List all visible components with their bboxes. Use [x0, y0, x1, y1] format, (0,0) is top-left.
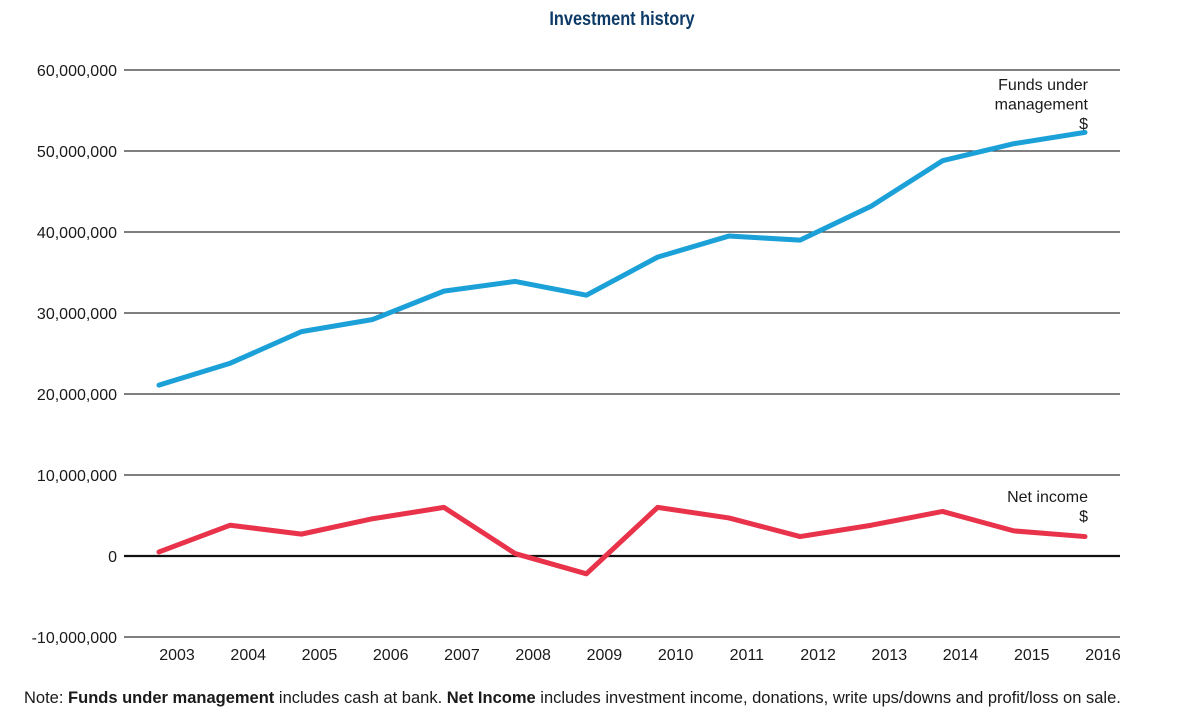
- x-tick-label: 2008: [515, 647, 551, 664]
- series-line-funds-under-management: [156, 129, 1088, 388]
- x-tick-label: 2013: [872, 647, 908, 664]
- gridlines: [124, 69, 1120, 638]
- x-tick-label: 2006: [373, 647, 409, 664]
- y-tick-label: 60,000,000: [37, 63, 117, 80]
- y-tick-label: 20,000,000: [37, 387, 117, 404]
- x-tick-label: 2011: [730, 647, 765, 664]
- x-tick-label: 2010: [658, 647, 694, 664]
- x-tick-label: 2004: [230, 647, 266, 664]
- footnote-prefix: Note:: [24, 689, 69, 707]
- y-tick-label: 10,000,000: [37, 468, 117, 485]
- y-tick-label: 30,000,000: [37, 306, 117, 323]
- x-tick-label: 2009: [587, 647, 623, 664]
- x-tick-label: 2014: [943, 647, 979, 664]
- x-tick-label: 2015: [1014, 647, 1050, 664]
- x-axis-labels: 2003 2004 2005 2006 2007 2008 2009 2010 2011 2012…: [159, 647, 1121, 664]
- x-tick-label: 2007: [444, 647, 480, 664]
- x-tick-label: 2003: [159, 647, 195, 664]
- y-tick-label: 50,000,000: [37, 144, 117, 161]
- y-tick-label: -10,000,000: [32, 630, 118, 647]
- series-name-label: Net income: [1007, 489, 1088, 506]
- y-axis-labels: -10,000,000 0 10,000,000 20,000,000 30,000,0…: [32, 63, 118, 647]
- series-line-net-income: [156, 504, 1088, 577]
- x-tick-label: 2005: [302, 647, 338, 664]
- series-labels: Funds under management $ Net income $: [995, 77, 1089, 526]
- y-tick-label: 40,000,000: [37, 225, 117, 242]
- footnote-text-net-income: includes investment income, donations, w…: [535, 689, 1121, 707]
- x-tick-label: 2012: [800, 647, 836, 664]
- series-name-label: management: [995, 97, 1089, 114]
- series-lines: [156, 129, 1088, 577]
- footnote-text-funds: includes cash at bank.: [274, 689, 447, 707]
- series-unit-label: $: [1079, 116, 1088, 133]
- series-name-label: Funds under: [998, 77, 1089, 94]
- footnote: Note: Funds under management includes ca…: [24, 689, 1121, 708]
- footnote-term-net-income: Net Income: [446, 689, 536, 707]
- footnote-term-funds: Funds under management: [68, 689, 275, 707]
- series-unit-label: $: [1079, 509, 1088, 526]
- x-tick-label: 2016: [1085, 647, 1121, 664]
- y-tick-label: 0: [108, 549, 117, 566]
- chart-title: Investment history: [549, 9, 695, 30]
